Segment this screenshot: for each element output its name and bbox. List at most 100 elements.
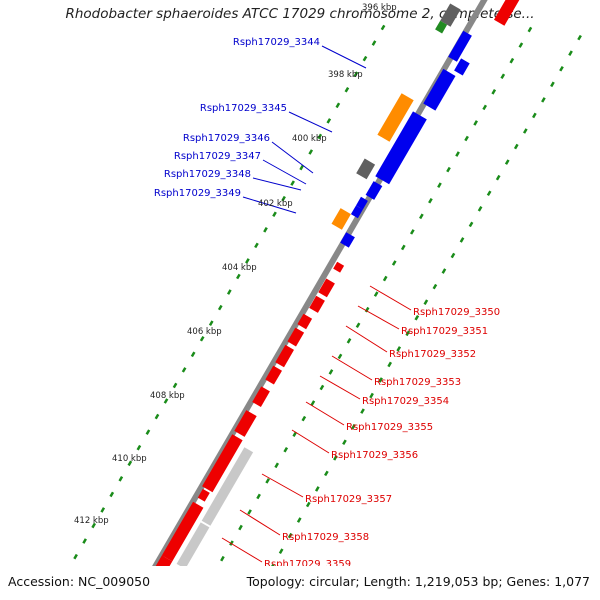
feature-grey-tail bbox=[176, 522, 210, 569]
kbp-tick-label: 406 kbp bbox=[187, 327, 222, 337]
track-dot bbox=[118, 476, 124, 482]
track-dot bbox=[181, 367, 187, 373]
kbp-tick-label: 396 kbp bbox=[362, 3, 397, 13]
feature-grey-long bbox=[201, 447, 254, 526]
gene-label-forward: Rsph17029_3345 bbox=[200, 103, 287, 114]
track-dot bbox=[446, 166, 451, 173]
leader-line-reverse bbox=[239, 509, 281, 536]
track-dot bbox=[522, 128, 528, 134]
leader-line-reverse bbox=[319, 375, 361, 400]
track-dot bbox=[486, 190, 492, 197]
gene-label-forward: Rsph17029_3347 bbox=[174, 151, 261, 162]
track-dot bbox=[432, 283, 438, 290]
track-dot bbox=[369, 392, 374, 399]
track-dot bbox=[324, 470, 329, 477]
track-dot bbox=[342, 439, 347, 446]
gene-label-reverse: Rsph17029_3353 bbox=[374, 377, 461, 388]
track-dot bbox=[127, 460, 133, 467]
track-dot bbox=[109, 491, 115, 498]
track-dot bbox=[278, 548, 284, 554]
track-dot bbox=[477, 206, 483, 212]
track-dot bbox=[346, 338, 352, 344]
track-dot bbox=[314, 486, 320, 492]
track-dot bbox=[459, 237, 465, 243]
track-dot bbox=[283, 446, 289, 453]
gene-3349-forward bbox=[350, 205, 363, 219]
gene-label-reverse: Rsph17029_3354 bbox=[362, 396, 449, 407]
track-dot bbox=[541, 97, 546, 103]
kbp-tick-labels: 396 kbp 398 kbp 400 kbp 402 kbp 404 kbp 406 k… bbox=[74, 3, 397, 526]
kbp-tick-label: 412 kbp bbox=[74, 516, 109, 526]
map-title: Rhodobacter sphaeroides ATCC 17029 chrom… bbox=[65, 6, 535, 22]
gene-label-forward: Rsph17029_3344 bbox=[233, 37, 320, 48]
feature-layer bbox=[135, 0, 520, 600]
track-dot bbox=[441, 268, 447, 274]
track-dot bbox=[335, 102, 341, 109]
leader-line-reverse bbox=[331, 355, 373, 381]
leader-line-reverse bbox=[305, 401, 345, 426]
track-dot bbox=[518, 42, 524, 48]
track-dot bbox=[428, 197, 433, 204]
leader-line-forward bbox=[262, 159, 307, 185]
gene-label-forward: Rsph17029_3348 bbox=[164, 169, 251, 180]
track-dot bbox=[274, 462, 280, 469]
leader-line-reverse bbox=[221, 537, 263, 563]
dotted-tracks bbox=[55, 24, 582, 600]
gene-3355-reverse bbox=[275, 344, 294, 368]
gene-forward-extra bbox=[454, 58, 470, 76]
track-dot bbox=[308, 149, 314, 155]
label-leader-lines bbox=[221, 45, 412, 563]
track-dot bbox=[82, 538, 87, 544]
gene-3345-pseudo bbox=[377, 93, 414, 142]
gene-labels: Rsph17029_3344 Rsph17029_3345 Rsph17029_33… bbox=[154, 37, 500, 570]
track-dot bbox=[414, 314, 420, 321]
track-dot bbox=[299, 164, 305, 171]
track-dot bbox=[387, 361, 393, 368]
gene-3347-forward bbox=[365, 181, 383, 200]
gene-label-reverse: Rsph17029_3359 bbox=[264, 559, 351, 570]
topology-text: Topology: circular; Length: 1,219,053 bp… bbox=[246, 574, 590, 589]
track-dot bbox=[577, 34, 582, 41]
gene-reverse-small bbox=[197, 488, 210, 502]
track-dot bbox=[190, 351, 196, 358]
gene-label-reverse: Rsph17029_3352 bbox=[389, 349, 476, 360]
track-dot bbox=[344, 86, 350, 93]
track-dot bbox=[245, 258, 250, 264]
track-dot bbox=[550, 81, 555, 88]
track-dot bbox=[328, 369, 334, 375]
track-dot bbox=[272, 211, 277, 218]
track-dot bbox=[353, 71, 359, 77]
track-dot bbox=[568, 50, 573, 56]
leader-line-forward bbox=[252, 177, 302, 191]
gene-3349-pseudo bbox=[331, 208, 351, 230]
track-dot bbox=[310, 400, 316, 406]
track-dot bbox=[208, 320, 214, 326]
leader-line-forward bbox=[271, 141, 314, 174]
track-dot bbox=[473, 120, 478, 126]
track-dot bbox=[371, 40, 377, 46]
track-dot bbox=[199, 335, 205, 342]
track-dot bbox=[513, 143, 519, 150]
track-dot bbox=[437, 182, 442, 188]
leader-line-reverse bbox=[261, 473, 304, 498]
leader-line-reverse bbox=[369, 285, 412, 311]
gene-label-reverse: Rsph17029_3355 bbox=[346, 422, 433, 433]
track-dot bbox=[287, 532, 293, 539]
gene-label-reverse: Rsph17029_3350 bbox=[413, 307, 500, 318]
track-dot bbox=[423, 299, 429, 305]
track-dot bbox=[409, 229, 415, 235]
track-dot bbox=[396, 346, 402, 352]
gene-label-reverse: Rsph17029_3356 bbox=[331, 450, 418, 461]
leader-line-forward bbox=[321, 45, 367, 69]
leader-line-reverse bbox=[345, 325, 388, 353]
track-dot bbox=[400, 244, 406, 251]
track-dot bbox=[468, 221, 474, 228]
track-dot bbox=[326, 118, 332, 124]
track-dot bbox=[247, 509, 252, 515]
track-dot bbox=[265, 478, 270, 484]
track-dot bbox=[254, 242, 259, 249]
track-dot bbox=[450, 252, 456, 259]
track-dot bbox=[317, 133, 323, 140]
track-dot bbox=[504, 159, 510, 165]
